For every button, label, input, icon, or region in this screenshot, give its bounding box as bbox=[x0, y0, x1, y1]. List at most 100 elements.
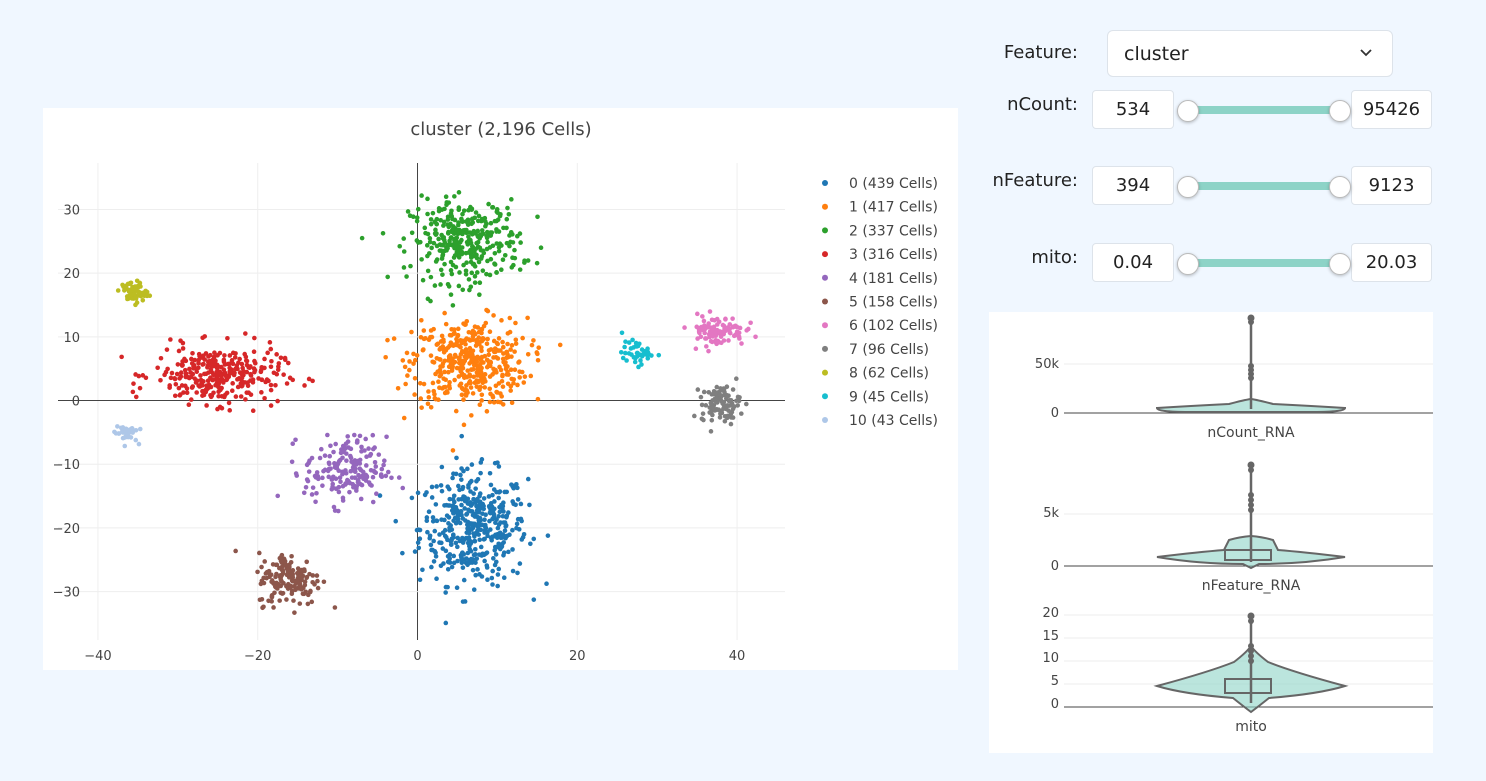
cell-point bbox=[198, 383, 204, 389]
cell-point bbox=[484, 341, 490, 347]
cell-point bbox=[469, 330, 475, 336]
cell-point bbox=[272, 590, 277, 596]
cell-point bbox=[479, 398, 484, 403]
cell-point bbox=[395, 385, 401, 391]
slider-low-handle-2[interactable] bbox=[1177, 253, 1199, 275]
outlier-point bbox=[1248, 648, 1254, 654]
cell-point bbox=[418, 396, 424, 401]
legend-item-7[interactable]: 7 (96 Cells) bbox=[822, 342, 929, 358]
cell-point bbox=[496, 495, 501, 501]
cell-point bbox=[383, 473, 389, 479]
cell-point bbox=[544, 581, 549, 587]
cell-point bbox=[343, 445, 348, 451]
cell-point bbox=[261, 604, 266, 610]
cell-point bbox=[246, 390, 251, 396]
violin-svg: 50k 0 nCount_RNA 5k 0 nFeature_RNA 20 15 10 5 0 mit… bbox=[1035, 314, 1433, 735]
cell-point bbox=[475, 218, 481, 224]
cell-point bbox=[520, 335, 525, 341]
cell-point bbox=[200, 388, 205, 394]
legend-item-3[interactable]: 3 (316 Cells) bbox=[822, 247, 938, 263]
scatter-svg[interactable]: −40 −20 0 20 40 30 20 10 0 −10 −20 −30 0 (439 Cells… bbox=[43, 108, 958, 670]
legend-item-8[interactable]: 8 (62 Cells) bbox=[822, 366, 929, 382]
cell-point bbox=[469, 216, 475, 222]
cell-point bbox=[499, 378, 505, 384]
cell-point bbox=[445, 584, 450, 590]
legend-item-4[interactable]: 4 (181 Cells) bbox=[822, 271, 938, 287]
qc-violin-plots[interactable]: 50k 0 nCount_RNA 5k 0 nFeature_RNA 20 15 10 5 0 mit… bbox=[989, 312, 1433, 753]
slider-max-input-2[interactable]: 20.03 bbox=[1351, 243, 1432, 282]
slider-min-input-1[interactable]: 394 bbox=[1092, 166, 1174, 205]
cell-point bbox=[340, 469, 345, 475]
legend-item-2[interactable]: 2 (337 Cells) bbox=[822, 223, 938, 239]
cell-point bbox=[458, 381, 464, 387]
slider-max-input-0[interactable]: 95426 bbox=[1351, 90, 1432, 129]
cell-point bbox=[517, 561, 523, 566]
cell-point bbox=[477, 292, 482, 297]
cell-point bbox=[501, 550, 507, 555]
slider-track-0[interactable] bbox=[1186, 106, 1340, 114]
cell-point bbox=[229, 388, 235, 394]
cell-point bbox=[474, 556, 480, 561]
slider-high-handle-2[interactable] bbox=[1329, 253, 1351, 275]
outlier-point bbox=[1248, 502, 1254, 508]
cell-point bbox=[511, 380, 516, 386]
legend-item-10[interactable]: 10 (43 Cells) bbox=[822, 413, 938, 429]
cell-point bbox=[471, 374, 477, 380]
outlier-point bbox=[1248, 375, 1254, 381]
outlier-point bbox=[1248, 658, 1254, 664]
legend-label: 10 (43 Cells) bbox=[849, 413, 938, 429]
cell-point bbox=[127, 288, 132, 294]
cell-point bbox=[515, 570, 520, 576]
cluster-scatter-plot[interactable]: −40 −20 0 20 40 30 20 10 0 −10 −20 −30 0 (439 Cells… bbox=[43, 108, 958, 670]
cell-point bbox=[449, 508, 455, 513]
cell-point bbox=[198, 373, 203, 378]
cell-point bbox=[482, 385, 488, 390]
legend-item-6[interactable]: 6 (102 Cells) bbox=[822, 318, 938, 334]
slider-min-input-0[interactable]: 534 bbox=[1092, 90, 1174, 129]
cell-point bbox=[706, 348, 711, 354]
cell-point bbox=[164, 347, 170, 352]
legend-item-9[interactable]: 9 (45 Cells) bbox=[822, 389, 929, 405]
cell-point bbox=[429, 495, 435, 500]
cell-point bbox=[305, 592, 311, 598]
cell-point bbox=[460, 484, 466, 490]
cell-point bbox=[174, 371, 180, 377]
cell-point bbox=[338, 479, 343, 485]
violin-y-tick: 5k bbox=[1043, 506, 1059, 521]
cell-point bbox=[744, 328, 749, 333]
slider-low-handle-0[interactable] bbox=[1177, 100, 1199, 122]
cell-point bbox=[176, 385, 182, 391]
cell-point bbox=[137, 280, 143, 286]
cell-point bbox=[473, 486, 478, 491]
slider-low-handle-1[interactable] bbox=[1177, 176, 1199, 198]
cell-point bbox=[483, 379, 488, 384]
violin-box bbox=[1224, 549, 1272, 561]
cell-point bbox=[401, 265, 407, 270]
cell-point bbox=[471, 491, 476, 496]
cell-point bbox=[401, 415, 407, 421]
slider-high-handle-1[interactable] bbox=[1329, 176, 1351, 198]
cell-point bbox=[412, 549, 418, 554]
cell-point bbox=[355, 477, 361, 483]
cell-point bbox=[478, 256, 484, 261]
legend-marker bbox=[822, 298, 828, 305]
legend-item-1[interactable]: 1 (417 Cells) bbox=[822, 200, 938, 216]
cell-point bbox=[243, 354, 249, 360]
cell-point bbox=[514, 525, 519, 531]
cell-point bbox=[187, 366, 192, 372]
slider-max-input-1[interactable]: 9123 bbox=[1351, 166, 1432, 205]
cell-point bbox=[513, 341, 519, 346]
slider-min-input-2[interactable]: 0.04 bbox=[1092, 243, 1174, 282]
legend-item-0[interactable]: 0 (439 Cells) bbox=[822, 176, 938, 192]
cell-point bbox=[426, 389, 431, 394]
slider-track-2[interactable] bbox=[1186, 259, 1340, 267]
slider-track-1[interactable] bbox=[1186, 182, 1340, 190]
cell-point bbox=[722, 418, 728, 424]
legend-item-5[interactable]: 5 (158 Cells) bbox=[822, 295, 938, 311]
slider-high-handle-0[interactable] bbox=[1329, 100, 1351, 122]
feature-select[interactable]: cluster bbox=[1107, 30, 1393, 77]
cell-point bbox=[433, 232, 439, 237]
feature-label: Feature: bbox=[1003, 42, 1078, 63]
cell-point bbox=[357, 433, 363, 439]
cell-point bbox=[302, 582, 308, 588]
